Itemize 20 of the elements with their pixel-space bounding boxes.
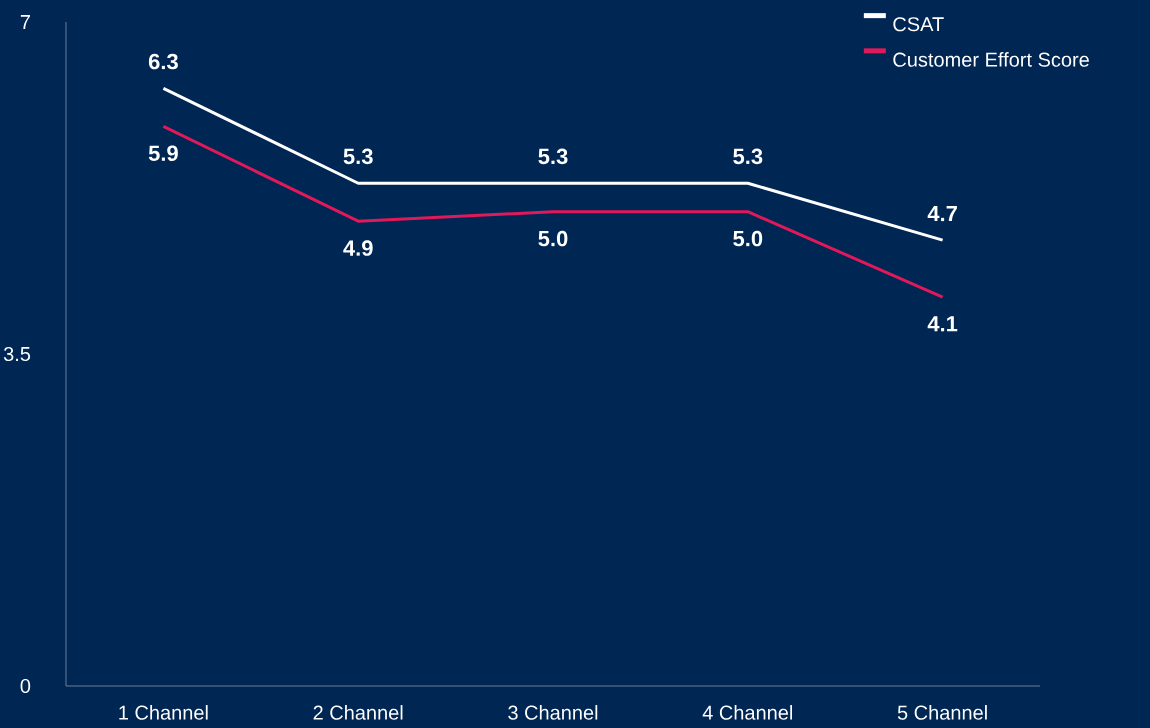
data-label: 5.3 [343,148,373,165]
data-label: 5.3 [733,148,763,165]
data-label: 4.7 [927,205,957,222]
y-tick-label: 7 [20,15,30,29]
x-tick-label: 1 Channel [119,705,208,720]
x-tick-label: 4 Channel [702,705,793,720]
data-label: 5.3 [538,148,568,165]
data-label: 6.3 [148,53,178,70]
y-tick-label: 0 [20,678,31,694]
legend-label: Customer Effort Score [893,52,1089,67]
data-label: 5.9 [148,145,178,161]
data-label: 5.0 [538,230,568,247]
x-tick-label: 5 Channel [897,705,987,720]
data-label: 4.9 [343,240,373,256]
legend-label: CSAT [893,17,944,32]
data-label: 5.0 [733,230,763,247]
data-label: 4.1 [927,316,958,332]
y-tick-label: 3.5 [3,346,31,362]
x-tick-label: 2 Channel [313,705,403,720]
x-tick-label: 3 Channel [508,705,598,720]
